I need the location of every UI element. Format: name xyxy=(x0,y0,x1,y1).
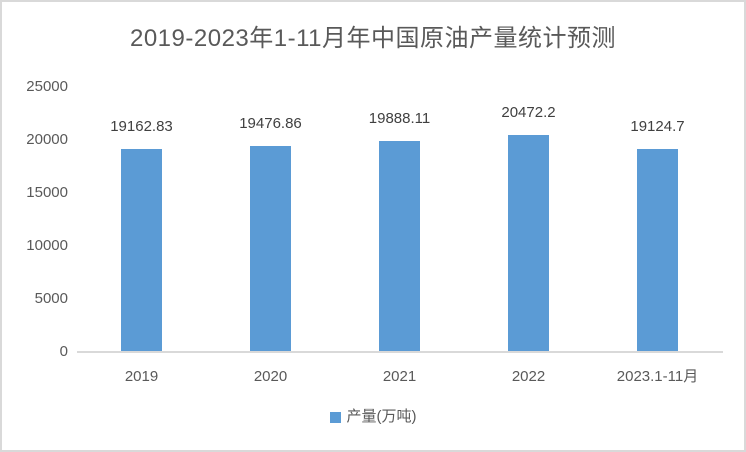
y-axis-tick-label: 10000 xyxy=(26,237,68,254)
x-axis-category-label: 2022 xyxy=(511,368,546,385)
bar-value-label: 20472.2 xyxy=(501,103,556,121)
x-axis-category-label: 2023.1-11月 xyxy=(616,368,699,385)
bar-value-label: 19476.86 xyxy=(239,114,302,132)
bar-value-label: 19124.7 xyxy=(630,118,685,136)
legend: 产量(万吨) xyxy=(2,407,744,427)
bar xyxy=(250,145,291,352)
x-axis-line xyxy=(77,351,723,353)
legend-marker-square xyxy=(329,411,341,423)
legend-label: 产量(万吨) xyxy=(346,408,417,425)
y-axis-tick-label: 20000 xyxy=(26,131,68,148)
y-axis-tick-label: 0 xyxy=(59,343,68,360)
y-axis-tick-label: 15000 xyxy=(26,184,68,201)
y-axis-tick-label: 5000 xyxy=(34,290,68,307)
bar-value-label: 19162.83 xyxy=(110,117,173,135)
x-axis-category-label: 2019 xyxy=(124,368,159,385)
chart-title: 2019-2023年1-11月年中国原油产量统计预测 xyxy=(129,25,617,52)
bar xyxy=(121,148,162,352)
plot-area: 19162.83 19476.86 19888.11 20472.2 19124.7 xyxy=(77,87,722,352)
bar-value-label: 19888.11 xyxy=(368,110,431,128)
y-axis-tick-label: 25000 xyxy=(26,78,68,95)
bar xyxy=(508,135,549,352)
bar xyxy=(637,149,678,352)
bar xyxy=(379,141,420,352)
x-axis-category-label: 2021 xyxy=(382,368,417,385)
x-axis-category-label: 2020 xyxy=(253,368,288,385)
